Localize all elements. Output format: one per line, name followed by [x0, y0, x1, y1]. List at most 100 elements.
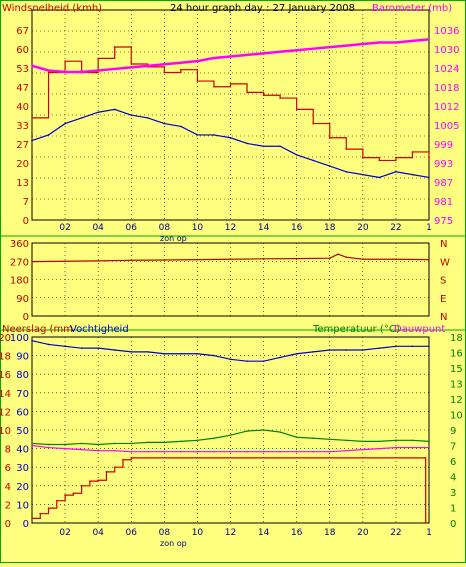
wind-speed-line-point	[130, 63, 133, 65]
wind-second-line-point	[113, 108, 116, 111]
temperature-line-point	[47, 443, 50, 446]
compass-label: W	[440, 257, 450, 268]
wind-speed-line-point	[295, 108, 298, 111]
x-tick-label: 20	[357, 223, 369, 233]
rain-y-tick: 12	[0, 407, 11, 418]
barometer-y-tick: 993	[434, 159, 453, 170]
x-tick-label: 16	[291, 528, 303, 538]
dewpoint-line-point	[362, 448, 364, 451]
dewpoint-line-point	[64, 447, 66, 450]
wind-y-tick: 7	[23, 197, 29, 208]
humidity-y-tick: 10	[16, 500, 29, 511]
dewpoint-line	[31, 444, 429, 453]
temperature-y-tick: 12	[450, 395, 463, 406]
wind-speed-line-point	[31, 117, 33, 119]
wind-panel-series	[31, 38, 430, 179]
humidity-line-point	[113, 349, 116, 351]
temperature-y-tick: 18	[450, 333, 463, 344]
wind-second-line-point	[246, 142, 248, 145]
wind-axis-label: Windsnelheid (kmh)	[2, 3, 102, 14]
temperature-y-tick: 3	[450, 488, 456, 499]
temperature-line-point	[31, 442, 33, 445]
wind-y-tick: 33	[16, 121, 29, 132]
wind-speed-line-point	[262, 94, 265, 97]
temperature-line-point	[64, 443, 66, 446]
barometer-y-tick: 1024	[434, 64, 459, 75]
humidity-axis-label: Vochtigheid	[70, 324, 129, 335]
dewpoint-line-point	[47, 446, 50, 449]
dewpoint-line-point	[97, 449, 99, 452]
temperature-line-point	[295, 436, 298, 439]
barometer-line-point	[378, 41, 381, 44]
temperature-line-point	[328, 438, 331, 441]
dewpoint-line-point	[80, 448, 83, 451]
temperature-line-point	[213, 437, 215, 440]
wind-x-tick-labels: 02 04 06 08 10 12 14 16 18 20 22 1	[59, 223, 432, 233]
climate-x-tick-labels: 02 04 06 08 10 12 14 16 18 20 22 1	[59, 528, 432, 538]
dewpoint-line-point	[428, 446, 430, 449]
barometer-y-tick-labels: 975 981 987 993 999 1005 1012 1018 1024 1030 1036	[434, 26, 459, 227]
x-tick-label: 18	[324, 528, 336, 538]
wind-second-line-point	[80, 117, 83, 119]
temperature-line-point	[395, 439, 397, 442]
wind-second-line-point	[279, 145, 281, 148]
rain-line-point	[97, 479, 99, 482]
temperature-line-point	[262, 429, 265, 431]
wind-second-line-point	[213, 134, 215, 136]
humidity-y-tick: 60	[16, 407, 29, 418]
barometer-line-point	[146, 65, 149, 67]
barometer-line-point	[229, 55, 232, 58]
wind-direction-line-point	[328, 257, 331, 260]
wind-second-line-point	[312, 159, 315, 162]
rain-line-point	[113, 466, 116, 469]
barometer-line-point	[279, 51, 281, 53]
temperature-line-point	[97, 443, 99, 446]
barometer-y-tick: 1036	[434, 26, 459, 37]
temperature-line-point	[196, 439, 199, 442]
humidity-line-point	[80, 347, 83, 349]
wind-second-line-point	[163, 122, 166, 125]
climate-panel-series	[31, 339, 430, 524]
wind-speed-line-point	[328, 136, 331, 139]
rain-line-point	[56, 499, 58, 502]
barometer-line-point	[47, 69, 50, 72]
sunrise-label-1: zon op	[160, 234, 187, 243]
wind-second-line-point	[378, 176, 381, 179]
wind-second-line-point	[411, 173, 414, 176]
barometer-line-point	[130, 66, 133, 69]
rain-line-point	[47, 507, 50, 509]
wind-second-line-point	[345, 170, 348, 173]
humidity-line-point	[345, 349, 348, 351]
temperature-line-point	[130, 442, 133, 445]
x-tick-label: 04	[92, 223, 104, 233]
direction-y-tick: 360	[10, 239, 29, 250]
wind-y-tick: 40	[16, 102, 29, 113]
direction-y-tick: 0	[23, 312, 29, 323]
wind-speed-line-point	[97, 57, 99, 60]
rain-line-point	[64, 494, 66, 496]
humidity-line-point	[428, 345, 430, 348]
wind-second-line-point	[295, 153, 298, 156]
barometer-line-point	[31, 65, 33, 67]
wind-y-tick: 27	[16, 140, 29, 151]
wind-y-tick: 13	[16, 178, 29, 189]
wind-speed-line-point	[196, 80, 199, 82]
humidity-line-point	[328, 349, 331, 351]
wind-speed-line-point	[64, 60, 66, 62]
barometer-line-point	[163, 63, 166, 66]
temperature-y-tick: 1	[450, 504, 456, 515]
x-tick-label: 18	[324, 223, 336, 233]
wind-speed-line-point	[229, 83, 232, 85]
barometer-y-tick: 1005	[434, 121, 459, 132]
dewpoint-line-point	[262, 450, 265, 453]
wind-speed-line-point	[378, 159, 381, 162]
rain-y-tick: 8	[5, 445, 11, 456]
humidity-line-point	[47, 343, 50, 346]
dewpoint-line-point	[312, 450, 315, 453]
dewpoint-line-point	[229, 450, 232, 453]
wind-second-line-point	[262, 145, 265, 148]
wind-direction-line-point	[337, 253, 339, 255]
